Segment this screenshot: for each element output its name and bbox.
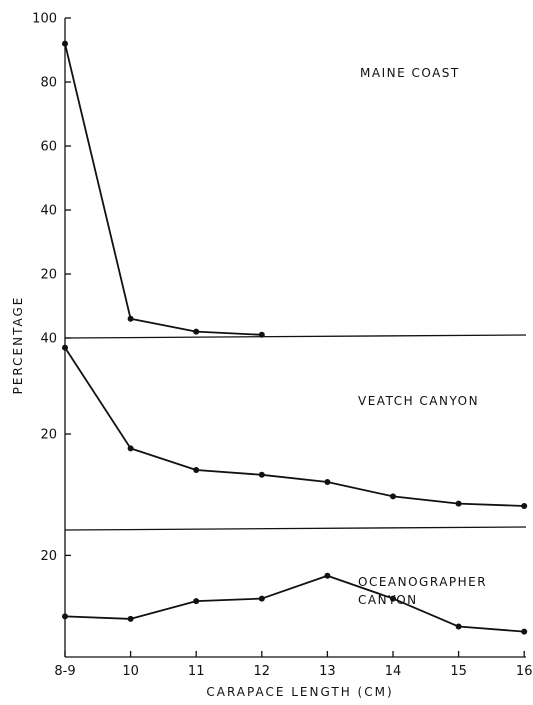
y-tick-label: 100 [32,12,57,27]
series [62,40,528,635]
data-point [258,471,265,478]
data-point [455,500,462,507]
x-axis-title: CARAPACE LENGTH (CM) [206,685,393,699]
y-tick-label: 60 [40,140,57,155]
y-axis-title: PERCENTAGE [11,296,25,395]
x-tick-label: 10 [122,664,139,679]
data-point [390,595,396,602]
series-line [64,43,262,336]
series-line [64,347,525,507]
data-point [324,572,331,579]
panel-separator-2 [64,526,527,531]
x-tick-label: 16 [516,664,533,679]
data-point [390,493,396,500]
y-tick-label: 40 [40,332,57,347]
x-tick-label: 15 [450,664,467,679]
panel-label: VEATCH CANYON [358,394,479,408]
data-point [521,628,528,635]
panel-separator-1 [64,334,527,339]
x-tick-label: 13 [319,664,336,679]
data-point [127,445,134,452]
data-point [258,595,265,602]
y-tick-label: 20 [40,549,57,564]
x-tick-label: 11 [188,664,205,679]
data-point [455,623,462,630]
data-point [62,40,68,47]
data-point [258,331,265,338]
x-tick-label: 12 [254,664,271,679]
data-point [62,613,68,620]
labels: CARAPACE LENGTH (CM) PERCENTAGE MAINE CO… [11,66,487,699]
panel-label: MAINE COAST [360,66,460,80]
series-line [64,574,525,633]
data-point [193,598,200,605]
x-tick-label: 8-9 [54,664,75,679]
x-tick-label: 14 [385,664,402,679]
data-point [193,328,200,335]
axes [64,18,527,658]
ticks: 8-9 10 11 12 13 14 15 16 20 40 60 80 100 20 40 20 [32,12,532,680]
data-point [193,467,200,473]
panel-label: CANYON [358,593,418,607]
y-tick-label: 20 [40,268,57,283]
data-point [127,315,134,322]
data-point [127,615,134,622]
y-tick-label: 20 [40,428,57,443]
data-point [324,479,331,485]
y-tick-label: 80 [40,76,57,91]
data-point [62,344,68,351]
panel-label: OCEANOGRAPHER [358,575,487,589]
y-tick-label: 40 [40,204,57,219]
data-point [521,503,528,509]
